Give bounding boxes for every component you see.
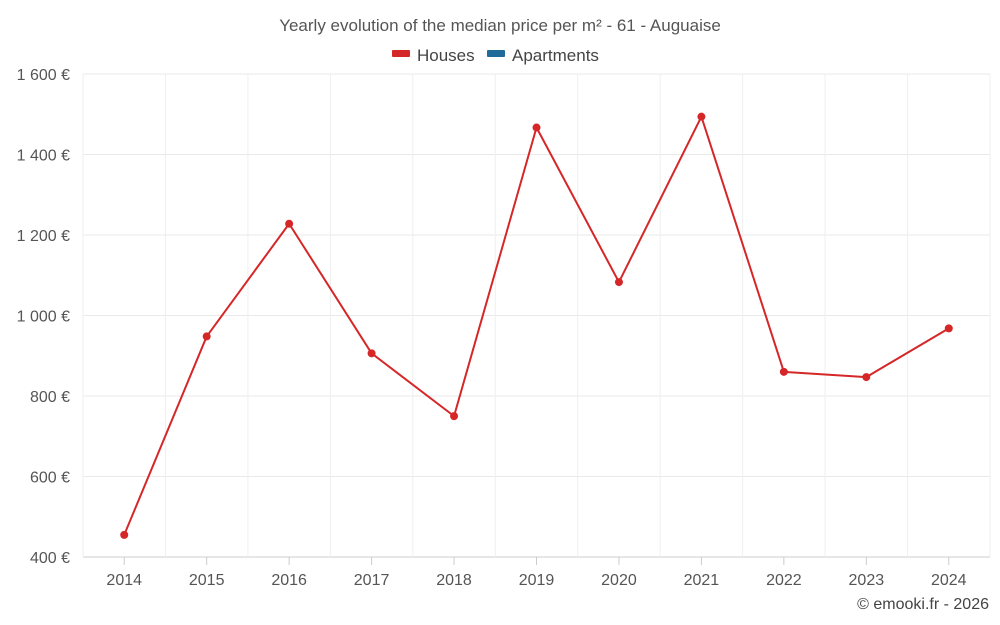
credit-text: © emooki.fr - 2026 bbox=[857, 596, 989, 613]
y-tick-label: 1 200 € bbox=[17, 228, 70, 245]
y-tick-label: 1 400 € bbox=[17, 148, 70, 165]
x-tick-label: 2017 bbox=[354, 572, 390, 589]
legend-swatch-houses bbox=[392, 50, 410, 57]
y-tick-label: 1 600 € bbox=[17, 67, 70, 84]
x-tick-label: 2014 bbox=[106, 572, 142, 589]
data-point-houses-2024[interactable] bbox=[944, 324, 953, 333]
data-point-houses-2016[interactable] bbox=[285, 219, 294, 228]
y-tick-label: 600 € bbox=[30, 470, 70, 487]
x-axis: 2014 2015 2016 2017 2018 2019 2020 2021 2022 2023… bbox=[106, 557, 967, 589]
y-tick-label: 800 € bbox=[30, 389, 70, 406]
y-tick-label: 1 000 € bbox=[17, 309, 70, 326]
legend-swatch-apartments bbox=[487, 50, 505, 57]
x-tick-label: 2018 bbox=[436, 572, 472, 589]
data-point-houses-2017[interactable] bbox=[367, 349, 376, 358]
data-point-houses-2014[interactable] bbox=[120, 530, 129, 539]
x-tick-label: 2016 bbox=[271, 572, 307, 589]
x-tick-label: 2020 bbox=[601, 572, 637, 589]
x-tick-label: 2024 bbox=[931, 572, 967, 589]
x-tick-label: 2019 bbox=[519, 572, 555, 589]
y-tick-label: 400 € bbox=[30, 550, 70, 567]
series-houses bbox=[120, 112, 953, 539]
x-tick-label: 2015 bbox=[189, 572, 225, 589]
data-point-houses-2020[interactable] bbox=[614, 278, 623, 287]
y-axis: 400 € 600 € 800 € 1 000 € 1 200 € 1 400 € 1 60… bbox=[17, 67, 70, 567]
data-point-houses-2018[interactable] bbox=[450, 412, 459, 421]
data-point-houses-2019[interactable] bbox=[532, 123, 541, 132]
grid bbox=[82, 73, 991, 558]
legend-label-houses[interactable]: Houses bbox=[417, 46, 475, 65]
data-point-houses-2021[interactable] bbox=[697, 112, 706, 121]
data-point-houses-2022[interactable] bbox=[779, 367, 788, 376]
x-tick-label: 2021 bbox=[684, 572, 720, 589]
x-tick-label: 2022 bbox=[766, 572, 802, 589]
legend: Houses Apartments bbox=[392, 46, 599, 65]
data-point-houses-2023[interactable] bbox=[862, 373, 871, 382]
chart-title: Yearly evolution of the median price per… bbox=[279, 16, 721, 35]
data-point-houses-2015[interactable] bbox=[202, 332, 211, 341]
legend-label-apartments[interactable]: Apartments bbox=[512, 46, 599, 65]
x-tick-label: 2023 bbox=[849, 572, 885, 589]
